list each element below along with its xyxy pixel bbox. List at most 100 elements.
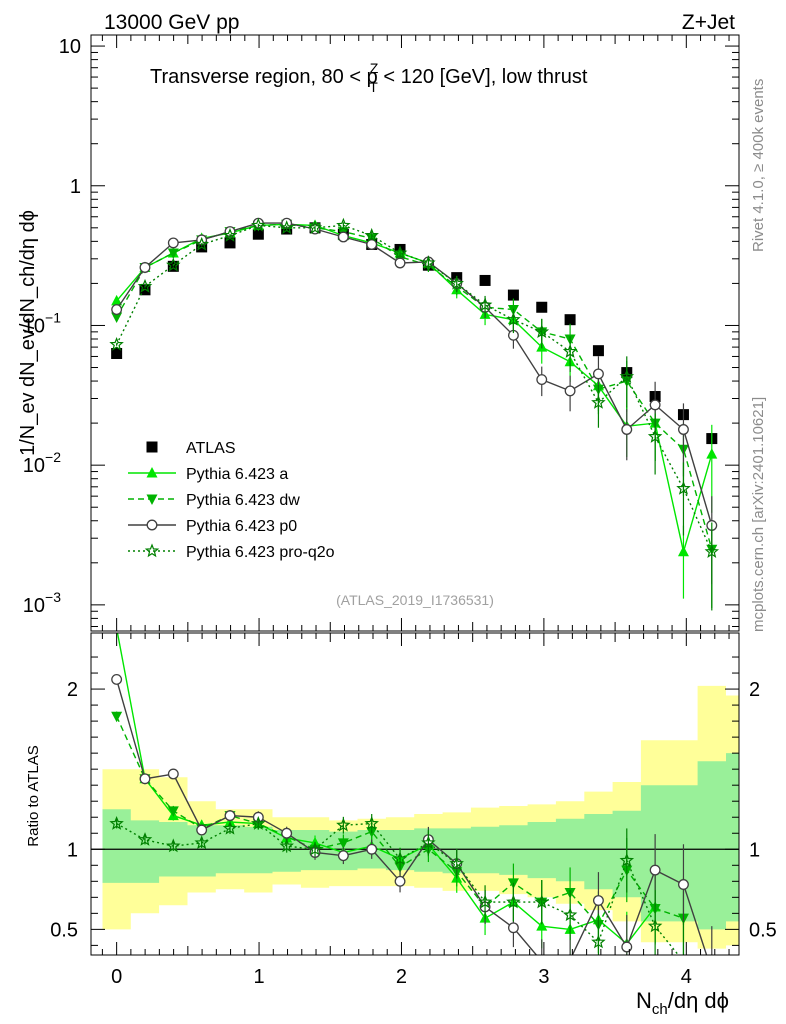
data-point <box>111 312 123 323</box>
legend-entry-dw: Pythia 6.423 dw <box>128 492 300 509</box>
ratio-y-tick-label: 0.5 <box>50 919 78 941</box>
data-point <box>337 231 349 243</box>
x-tick-label: 2 <box>396 966 407 988</box>
x-tick-label: 3 <box>538 966 549 988</box>
data-point <box>307 220 323 235</box>
y-tick-label: 1 <box>70 176 81 198</box>
ratio-point <box>567 954 573 955</box>
header-right: Z+Jet <box>682 11 735 34</box>
y-tick-exponent: −2 <box>45 449 61 465</box>
ratio-point <box>222 820 238 835</box>
data-point <box>536 374 548 386</box>
data-point <box>279 220 294 235</box>
ratio-point <box>592 895 604 906</box>
x-tick-label: 0 <box>111 966 122 988</box>
data-point <box>678 424 689 435</box>
legend-entry-pro_q2o: Pythia 6.423 pro-q2o <box>128 543 335 561</box>
data-point <box>167 248 179 260</box>
ratio-point <box>279 838 294 853</box>
ratio-point <box>281 827 293 839</box>
legend: ATLAS Pythia 6.423 a Pythia 6.423 dw Pythia… <box>128 440 335 561</box>
ratio-point <box>449 856 464 870</box>
data-point <box>167 237 179 249</box>
ratio-point <box>537 957 547 967</box>
series-line <box>115 224 713 552</box>
ratio-point <box>224 810 236 822</box>
ratio-point <box>536 920 548 931</box>
ratio-series-pro_q2o <box>109 814 685 955</box>
ratio-point <box>137 832 153 846</box>
ratio-point <box>683 953 684 955</box>
data-point <box>166 257 181 272</box>
data-point <box>649 399 661 411</box>
data-point <box>621 424 633 435</box>
x-label-post: /dη dϕ <box>668 988 729 1013</box>
ratio-y-tick-label: 2 <box>67 679 78 701</box>
main-title-sub: T <box>369 79 378 95</box>
series-pro_q2o <box>109 217 720 611</box>
uncertainty-band-inner <box>102 753 739 930</box>
data-point <box>507 289 519 301</box>
ratio-point <box>111 711 123 723</box>
main-plot-area <box>109 217 720 611</box>
ratio-point <box>621 941 633 953</box>
ratio-y-label: Ratio to ATLAS <box>25 745 42 846</box>
rivet-label: Rivet 4.1.0, ≥ 400k events <box>750 79 767 252</box>
data-point <box>336 217 351 232</box>
ratio-point <box>421 835 436 850</box>
y-tick-label: 10−3 <box>23 589 61 617</box>
ratio-plot-area <box>91 633 739 967</box>
main-title: Transverse region, 80 < pZ T < 120 [GeV],… <box>150 60 588 95</box>
data-point <box>591 395 606 409</box>
ratio-point <box>506 894 521 909</box>
data-point <box>479 274 491 286</box>
legend-marker <box>146 441 158 453</box>
main-title-pre: Transverse region, 80 < p <box>150 66 378 88</box>
ratio-axes: 0 1 2 3 4 0.5 0.5 1 1 2 2 <box>50 618 777 988</box>
ratio-y-tick-label-right: 0.5 <box>749 919 777 941</box>
watermark: (ATLAS_2019_I1736531) <box>336 592 494 608</box>
ratio-point <box>336 817 351 832</box>
data-point <box>676 480 691 495</box>
ratio-y-tick-label: 1 <box>67 839 78 861</box>
ratio-point <box>477 894 493 909</box>
main-frame <box>90 34 740 632</box>
ratio-point <box>366 843 378 855</box>
data-point <box>592 368 604 380</box>
ratio-point <box>139 773 151 785</box>
ratio-point <box>678 879 689 890</box>
main-title-post: < 120 [GeV], low thrust <box>378 66 588 88</box>
legend-entry-atlas: ATLAS <box>146 440 236 457</box>
main-y-label: 1/N_ev dN_ev/dN_ch/dη dϕ <box>17 210 39 456</box>
ratio-point <box>194 835 209 850</box>
data-point <box>222 227 238 242</box>
data-point <box>421 255 436 270</box>
series-line <box>116 222 713 526</box>
legend-label: Pythia 6.423 dw <box>186 492 300 509</box>
data-point <box>139 262 151 273</box>
uncertainty-band-outer <box>102 685 739 949</box>
ratio-point <box>111 674 123 685</box>
data-point <box>647 428 663 443</box>
data-point <box>392 245 408 260</box>
legend-entry-p0: Pythia 6.423 p0 <box>128 518 297 535</box>
data-point <box>564 385 576 397</box>
ratio-point <box>392 851 408 866</box>
legend-entry-a: Pythia 6.423 a <box>128 466 288 483</box>
ratio-point <box>167 806 179 817</box>
data-point <box>109 336 124 351</box>
data-point <box>224 237 236 249</box>
ratio-line <box>115 679 708 955</box>
ratio-point <box>109 815 124 830</box>
ratio-point <box>166 838 181 853</box>
ratio-point <box>337 838 349 849</box>
data-point <box>704 544 720 558</box>
ratio-point <box>647 918 663 933</box>
y-tick-exponent: −3 <box>45 589 61 605</box>
ratio-point <box>562 907 578 922</box>
data-point <box>562 343 578 358</box>
ratio-point <box>196 824 208 836</box>
